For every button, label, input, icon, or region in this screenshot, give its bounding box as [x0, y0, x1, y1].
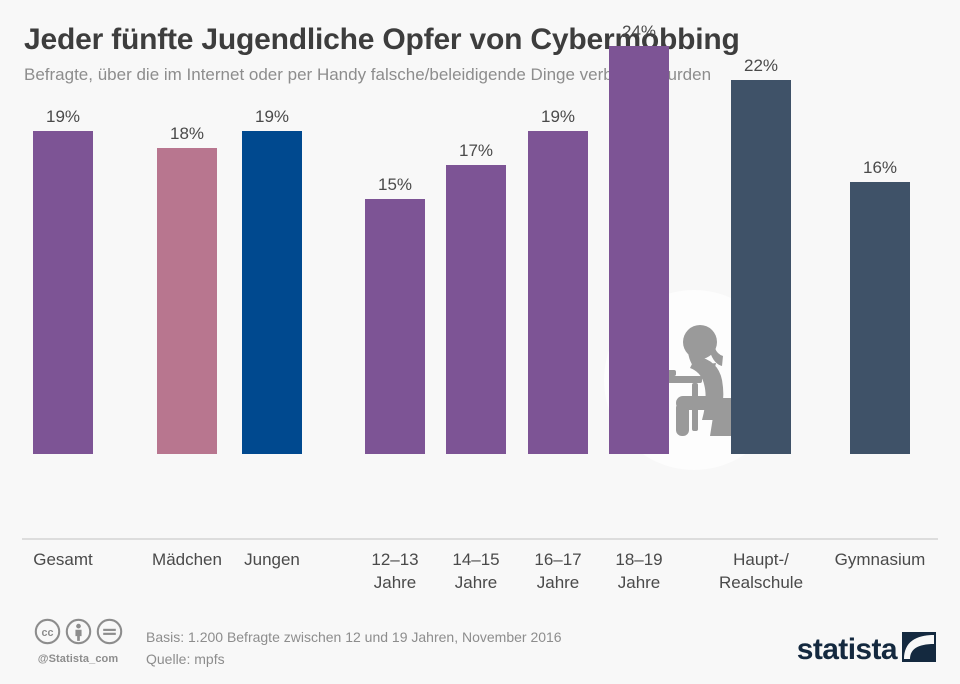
basis-note: Basis: 1.200 Befragte zwischen 12 und 19… — [146, 629, 562, 645]
bar-rect — [242, 131, 302, 454]
x-axis-line — [22, 538, 938, 540]
bar-value-label: 16% — [862, 158, 898, 177]
bar-9: 16% — [850, 158, 910, 454]
bar-rect — [850, 182, 910, 454]
bar-1: 19% — [33, 107, 93, 454]
bar-3: 19% — [242, 107, 302, 454]
bar-4: 15% — [365, 175, 425, 454]
source-note: Basis: 1.200 Befragte zwischen 12 und 19… — [146, 626, 562, 670]
bar-6: 19% — [528, 107, 588, 454]
bar-2: 18% — [157, 124, 217, 454]
x-axis-label: Jungen — [244, 550, 300, 569]
statista-logo[interactable]: statista — [797, 632, 936, 667]
bar-7: 24% — [609, 22, 669, 454]
statista-wordmark: statista — [796, 632, 898, 666]
cc-nd-icon — [96, 618, 123, 650]
bar-rect — [528, 131, 588, 454]
bar-value-label: 22% — [743, 56, 779, 75]
bar-5: 17% — [446, 141, 506, 454]
bar-rect — [365, 199, 425, 454]
bar-rect — [609, 46, 669, 454]
x-axis-label: Gesamt — [33, 550, 93, 569]
bar-value-label: 24% — [621, 22, 657, 41]
chart-footer: cc @Stati — [0, 606, 960, 684]
statista-mark-icon — [902, 632, 936, 667]
page-subtitle: Befragte, über die im Internet oder per … — [24, 65, 712, 84]
bar-value-label: 19% — [45, 107, 81, 126]
bar-rect — [157, 148, 217, 454]
chart-header: Jeder fünfte Jugendliche Opfer von Cyber… — [24, 20, 944, 88]
quelle-note: Quelle: mpfs — [146, 651, 225, 667]
cc-icon-group: cc — [24, 618, 132, 650]
cc-by-icon — [65, 618, 92, 650]
bar-value-label: 19% — [254, 107, 290, 126]
bar-rect — [33, 131, 93, 454]
x-axis-label: 12–13 Jahre — [371, 550, 419, 592]
cc-icon: cc — [34, 618, 61, 650]
bar-value-label: 18% — [169, 124, 205, 143]
bar-value-label: 15% — [377, 175, 413, 194]
cc-handle-label: @Statista_com — [37, 653, 119, 665]
svg-text:cc: cc — [41, 627, 53, 639]
x-axis-label: 18–19 Jahre — [615, 550, 663, 592]
x-axis-label: Mädchen — [152, 550, 222, 569]
bar-value-label: 19% — [540, 107, 576, 126]
x-axis-label: Gymnasium — [834, 550, 926, 569]
bar-chart-plot: 19% Gesamt 18% Mädchen 19% Jungen 15% 12–13 Jah… — [22, 22, 938, 592]
bar-rect — [731, 80, 791, 454]
creative-commons-block: cc @Stati — [24, 618, 132, 665]
bar-8: 22% — [731, 56, 791, 454]
x-axis-label: Haupt-/ Realschule — [718, 550, 804, 592]
bar-value-label: 17% — [458, 141, 494, 160]
x-axis-label: 16–17 Jahre — [534, 550, 582, 592]
bar-rect — [446, 165, 506, 454]
x-axis-label: 14–15 Jahre — [452, 550, 500, 592]
